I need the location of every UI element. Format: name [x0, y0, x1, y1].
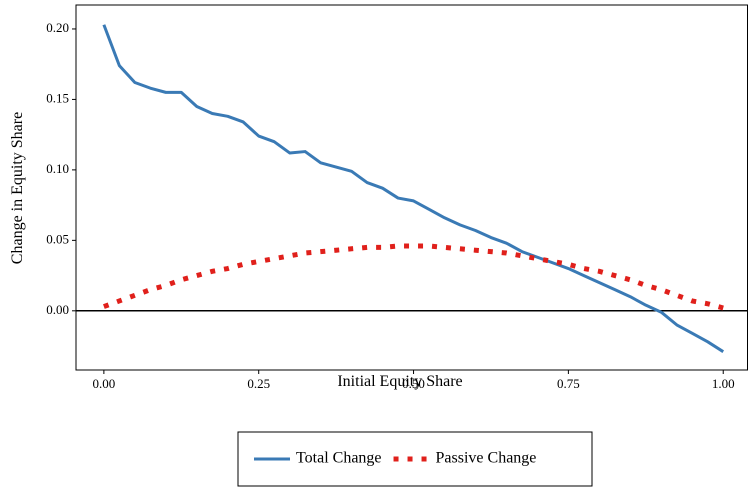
- y-tick-label: 0.00: [46, 302, 69, 317]
- x-tick-label: 0.50: [402, 376, 425, 391]
- series-line: [103, 243, 724, 311]
- x-tick-label: 0.00: [92, 376, 115, 391]
- legend-box: [237, 431, 593, 487]
- legend-label: Total Change: [296, 450, 382, 467]
- plot-border: [75, 4, 748, 371]
- series-line: [102, 24, 725, 353]
- y-tick-label: 0.15: [46, 90, 69, 105]
- y-axis-label: Change in Equity Share: [9, 112, 26, 264]
- legend-label: Passive Change: [436, 450, 537, 467]
- x-tick-label: 0.75: [557, 376, 580, 391]
- x-tick-label: 0.25: [247, 376, 270, 391]
- y-tick-label: 0.10: [46, 161, 69, 176]
- y-tick-label: 0.20: [46, 20, 69, 35]
- y-tick-label: 0.05: [46, 231, 69, 246]
- x-axis-label: Initial Equity Share: [337, 373, 462, 390]
- x-tick-label: 1.00: [712, 376, 735, 391]
